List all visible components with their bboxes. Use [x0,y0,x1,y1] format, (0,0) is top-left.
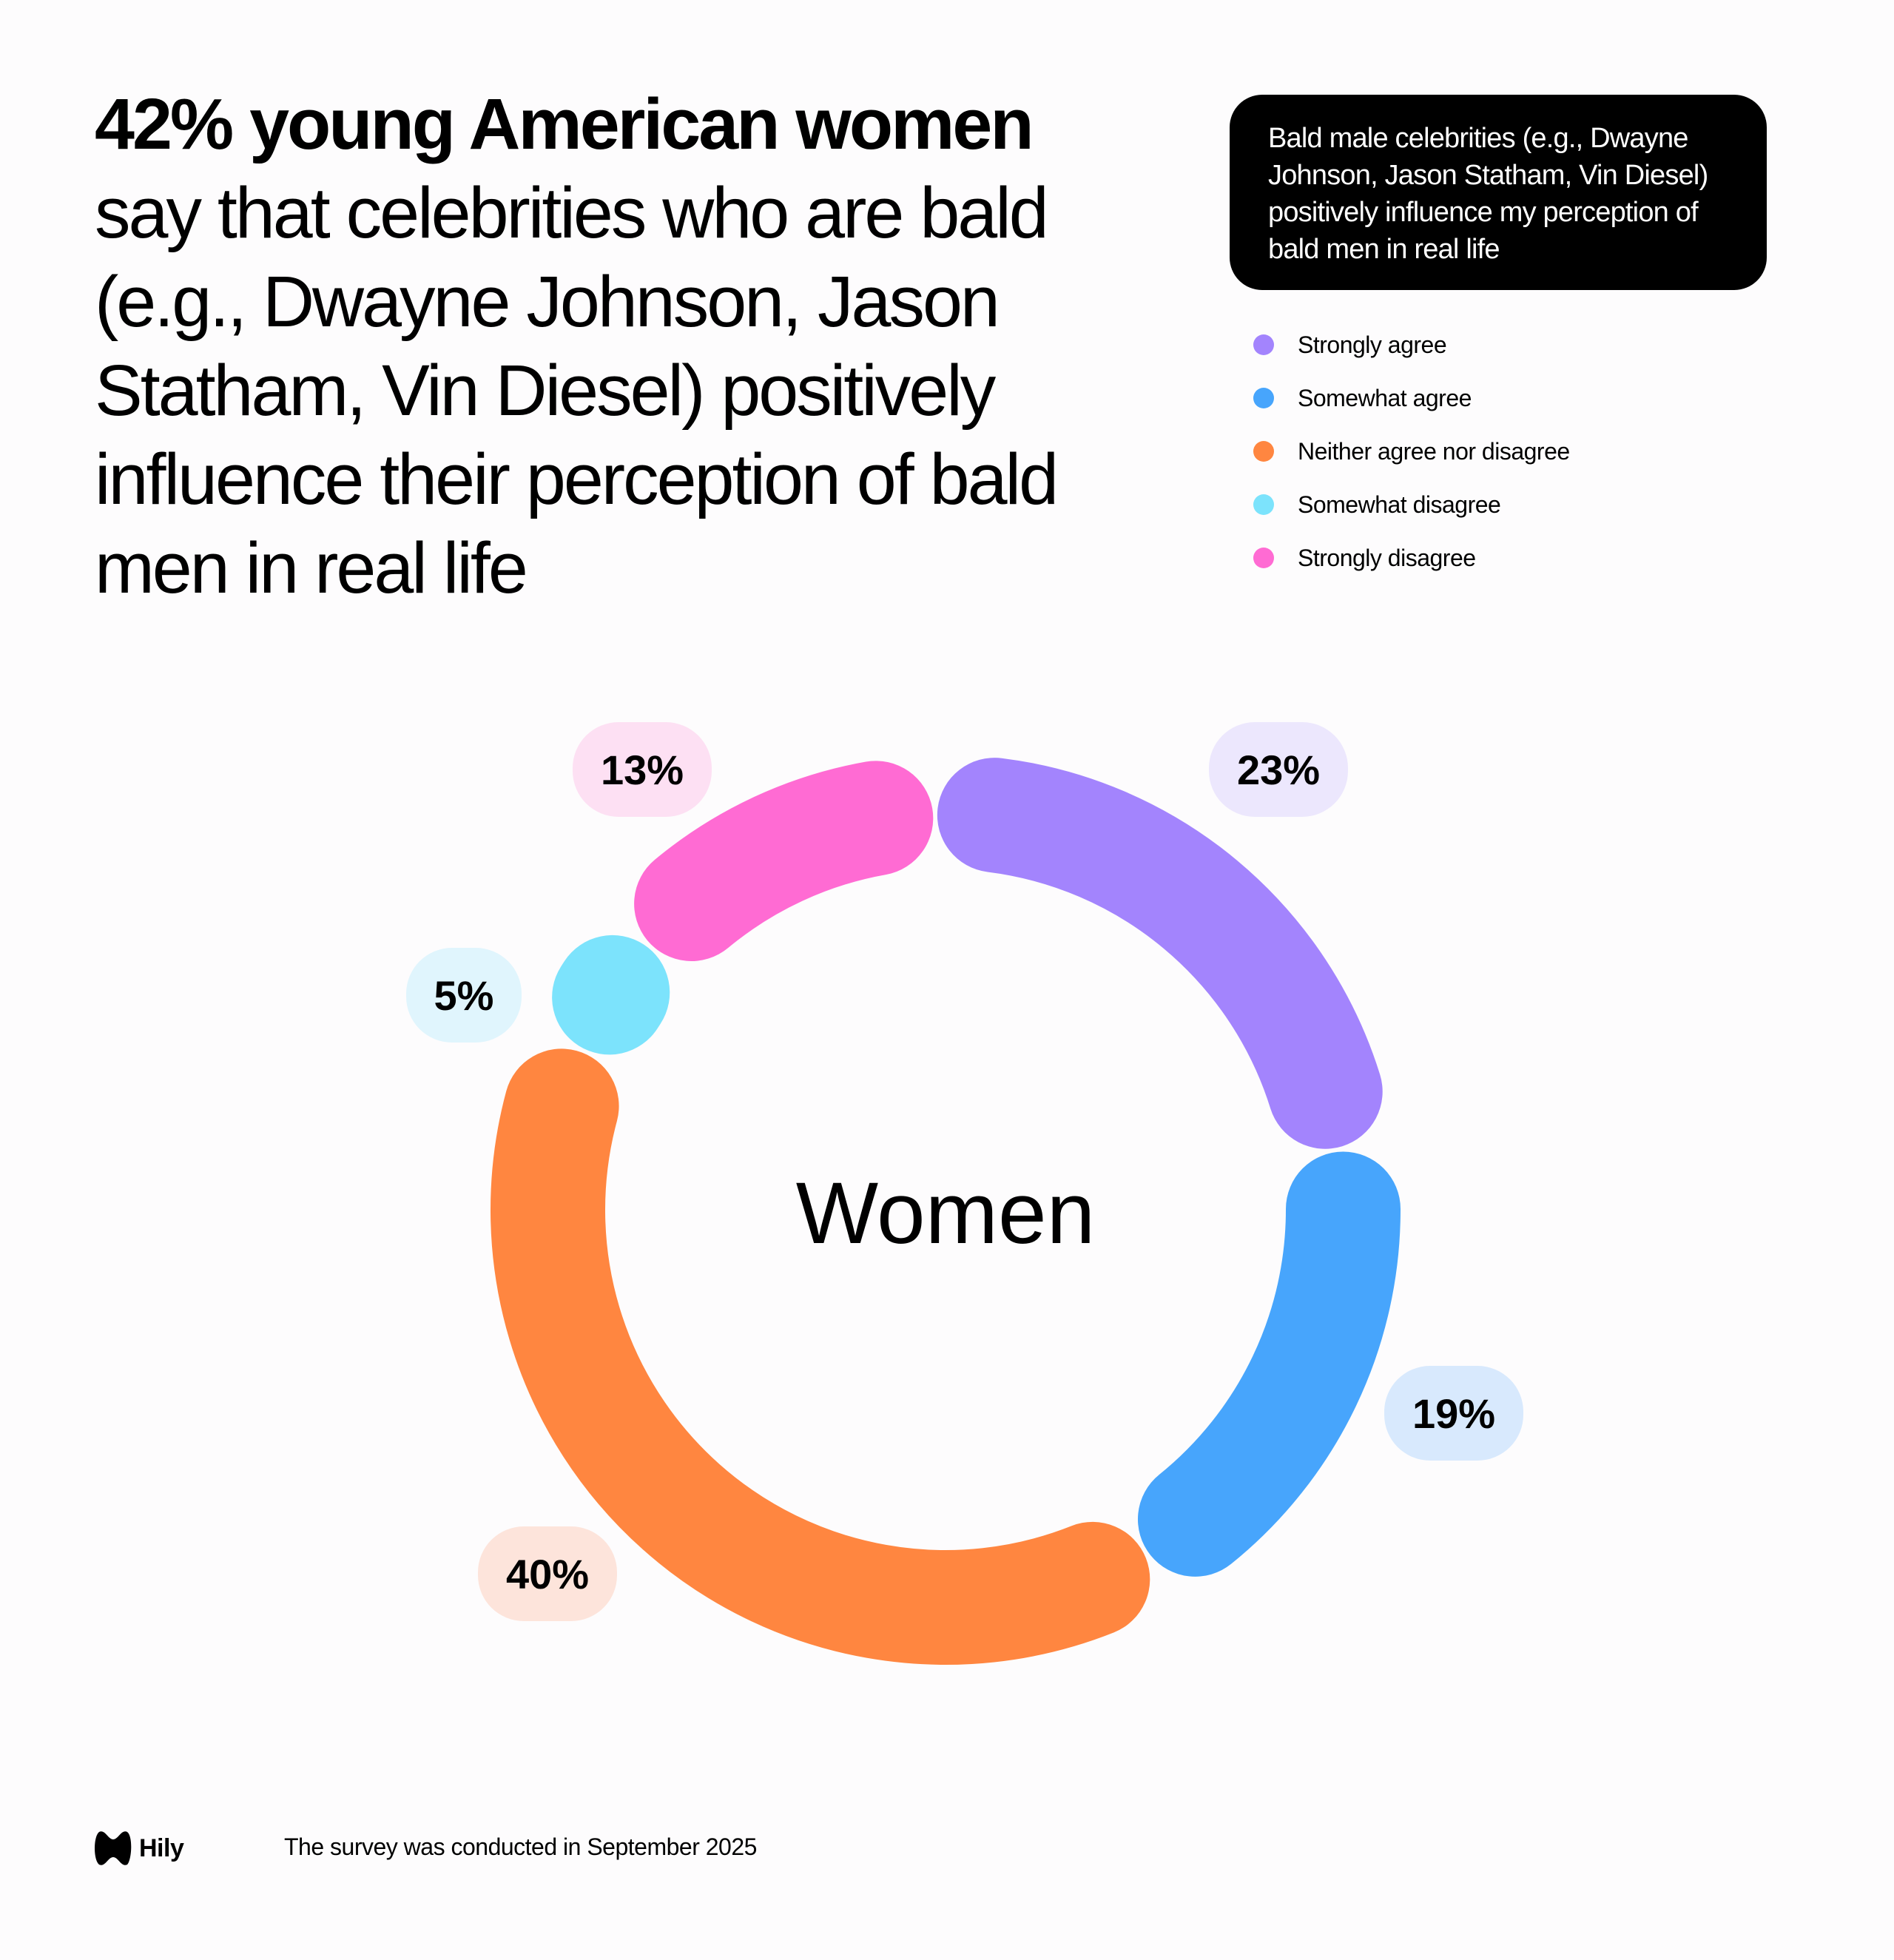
donut-segment [634,761,934,961]
legend-item: Strongly disagree [1253,531,1570,585]
donut-segment [491,1048,1150,1665]
legend-item: Neither agree nor disagree [1253,425,1570,478]
headline: 42% young American women say that celebr… [95,80,1190,613]
hily-logo: Hily [95,1831,184,1866]
headline-body: say that celebrities who are bald (e.g.,… [95,172,1059,608]
value-label: 5% [434,972,494,1019]
legend-dot-icon [1253,334,1274,355]
survey-note: The survey was conducted in September 20… [284,1833,757,1860]
donut-chart: 23% 19% 40% 5% 13% Women [406,722,1523,1665]
donut-segment [552,934,670,1055]
legend: Strongly agree Somewhat agree Neither agre… [1253,318,1570,585]
hily-logo-text: Hily [139,1833,184,1862]
legend-label: Somewhat agree [1298,384,1472,411]
question-box: Bald male celebrities (e.g., Dwayne John… [1230,95,1767,290]
legend-label: Neither agree nor disagree [1298,437,1570,465]
legend-dot-icon [1253,441,1274,462]
value-label-pill [478,1526,617,1621]
value-label-pill [1209,722,1348,817]
legend-item: Somewhat agree [1253,371,1570,425]
value-label: 40% [506,1551,589,1597]
center-label: Women [796,1165,1095,1262]
value-label: 23% [1237,747,1320,793]
headline-bold: 42% young American women [95,84,1034,164]
footer: Hily [95,1831,184,1866]
value-label-pill [1384,1366,1523,1461]
value-label-pill [573,722,712,817]
legend-item: Strongly agree [1253,318,1570,371]
legend-label: Strongly disagree [1298,544,1476,571]
legend-label: Somewhat disagree [1298,491,1501,518]
donut-segment [1137,1151,1401,1577]
legend-label: Strongly agree [1298,331,1447,358]
donut-segment [937,758,1383,1149]
question-text: Bald male celebrities (e.g., Dwayne John… [1268,123,1708,265]
legend-dot-icon [1253,494,1274,515]
value-label: 19% [1412,1390,1495,1437]
value-label-pill [406,948,522,1043]
legend-item: Somewhat disagree [1253,478,1570,531]
legend-dot-icon [1253,548,1274,568]
legend-dot-icon [1253,388,1274,408]
hily-logo-icon [95,1831,132,1865]
value-label: 13% [601,747,684,793]
